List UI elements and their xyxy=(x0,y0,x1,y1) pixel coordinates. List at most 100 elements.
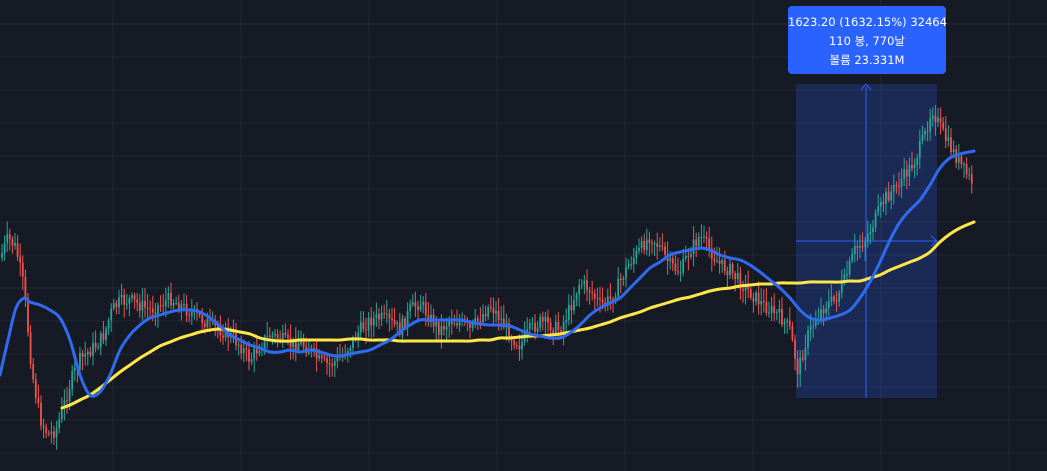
candle-down xyxy=(731,264,734,274)
candle-up xyxy=(164,300,167,307)
candle-up xyxy=(528,323,531,329)
candle-down xyxy=(773,306,776,314)
candle-down xyxy=(136,299,139,303)
candle-up xyxy=(812,325,815,327)
candle-up xyxy=(846,274,848,276)
candle-up xyxy=(482,314,484,323)
candle-up xyxy=(531,322,534,324)
candle-up xyxy=(120,294,123,298)
candle-up xyxy=(406,311,409,327)
candle-up xyxy=(266,335,269,337)
candle-up xyxy=(206,319,209,327)
candle-down xyxy=(739,273,742,290)
candle-down xyxy=(484,314,487,317)
candle-up xyxy=(583,280,586,285)
candle-up xyxy=(825,308,828,313)
candle-down xyxy=(591,292,594,294)
candle-down xyxy=(331,364,334,366)
candle-up xyxy=(167,292,170,301)
candle-down xyxy=(801,357,804,360)
candle-up xyxy=(55,428,58,438)
candle-up xyxy=(471,322,474,328)
candle-down xyxy=(177,302,180,311)
candle-up xyxy=(567,305,570,320)
candle-down xyxy=(151,308,154,313)
candle-up xyxy=(721,260,724,264)
candle-down xyxy=(154,312,157,315)
candle-down xyxy=(219,328,222,336)
candle-down xyxy=(822,309,825,313)
candle-up xyxy=(1,252,3,258)
candle-down xyxy=(601,299,604,303)
candle-up xyxy=(125,303,128,305)
candle-down xyxy=(398,322,401,335)
candle-up xyxy=(669,258,672,262)
candle-up xyxy=(71,370,74,390)
candle-up xyxy=(848,260,851,275)
measure-bar-count: 110 봉, 770날 xyxy=(828,34,906,48)
candle-up xyxy=(703,236,705,238)
candle-down xyxy=(391,318,393,320)
candle-up xyxy=(957,156,960,163)
candle-down xyxy=(497,310,500,320)
candle-up xyxy=(453,323,456,325)
candle-up xyxy=(853,246,856,254)
candle-up xyxy=(638,247,640,251)
candle-up xyxy=(755,292,757,302)
candle-up xyxy=(640,241,643,248)
candle-up xyxy=(851,254,854,261)
candle-up xyxy=(97,346,100,348)
candle-up xyxy=(729,264,731,276)
candle-down xyxy=(365,329,367,331)
candle-up xyxy=(131,295,133,299)
candle-down xyxy=(198,312,201,316)
candle-up xyxy=(843,274,846,282)
measure-price-change: 1623.20 (1632.15%) 32464 xyxy=(788,15,947,29)
measure-selection[interactable] xyxy=(796,83,938,398)
candle-down xyxy=(315,348,318,359)
candle-up xyxy=(112,303,115,309)
candle-up xyxy=(768,312,770,314)
candle-up xyxy=(916,157,919,165)
candle-down xyxy=(245,348,248,350)
candle-down xyxy=(887,191,890,201)
candle-up xyxy=(814,321,817,326)
ma-slow-line xyxy=(60,220,976,410)
candle-up xyxy=(307,351,310,354)
candle-up xyxy=(760,300,763,305)
candle-down xyxy=(437,321,440,335)
candle-up xyxy=(367,317,370,331)
candle-up xyxy=(575,294,578,301)
candle-down xyxy=(648,239,651,243)
candle-down xyxy=(24,276,27,299)
candle-up xyxy=(807,330,809,348)
candle-down xyxy=(162,305,165,307)
candle-up xyxy=(716,260,718,262)
candle-down xyxy=(939,117,942,123)
candle-down xyxy=(664,246,666,255)
candle-down xyxy=(734,273,737,279)
candle-down xyxy=(718,260,721,264)
candle-up xyxy=(157,305,159,315)
candle-up xyxy=(419,305,422,310)
candle-down xyxy=(53,431,55,438)
candle-down xyxy=(723,260,726,272)
candle-up xyxy=(937,117,939,123)
candle-down xyxy=(489,307,492,309)
candle-up xyxy=(952,149,955,152)
candle-up xyxy=(786,320,789,322)
candle-up xyxy=(544,316,547,322)
candle-up xyxy=(349,348,352,352)
candle-down xyxy=(713,258,716,261)
candle-up xyxy=(968,174,971,176)
candle-down xyxy=(279,338,282,341)
candle-up xyxy=(606,296,609,305)
candle-up xyxy=(744,284,747,291)
candle-down xyxy=(289,337,292,348)
candle-up xyxy=(903,169,906,180)
candle-up xyxy=(300,340,302,344)
candle-down xyxy=(37,397,40,403)
candle-down xyxy=(944,128,947,141)
candle-down xyxy=(588,290,591,293)
